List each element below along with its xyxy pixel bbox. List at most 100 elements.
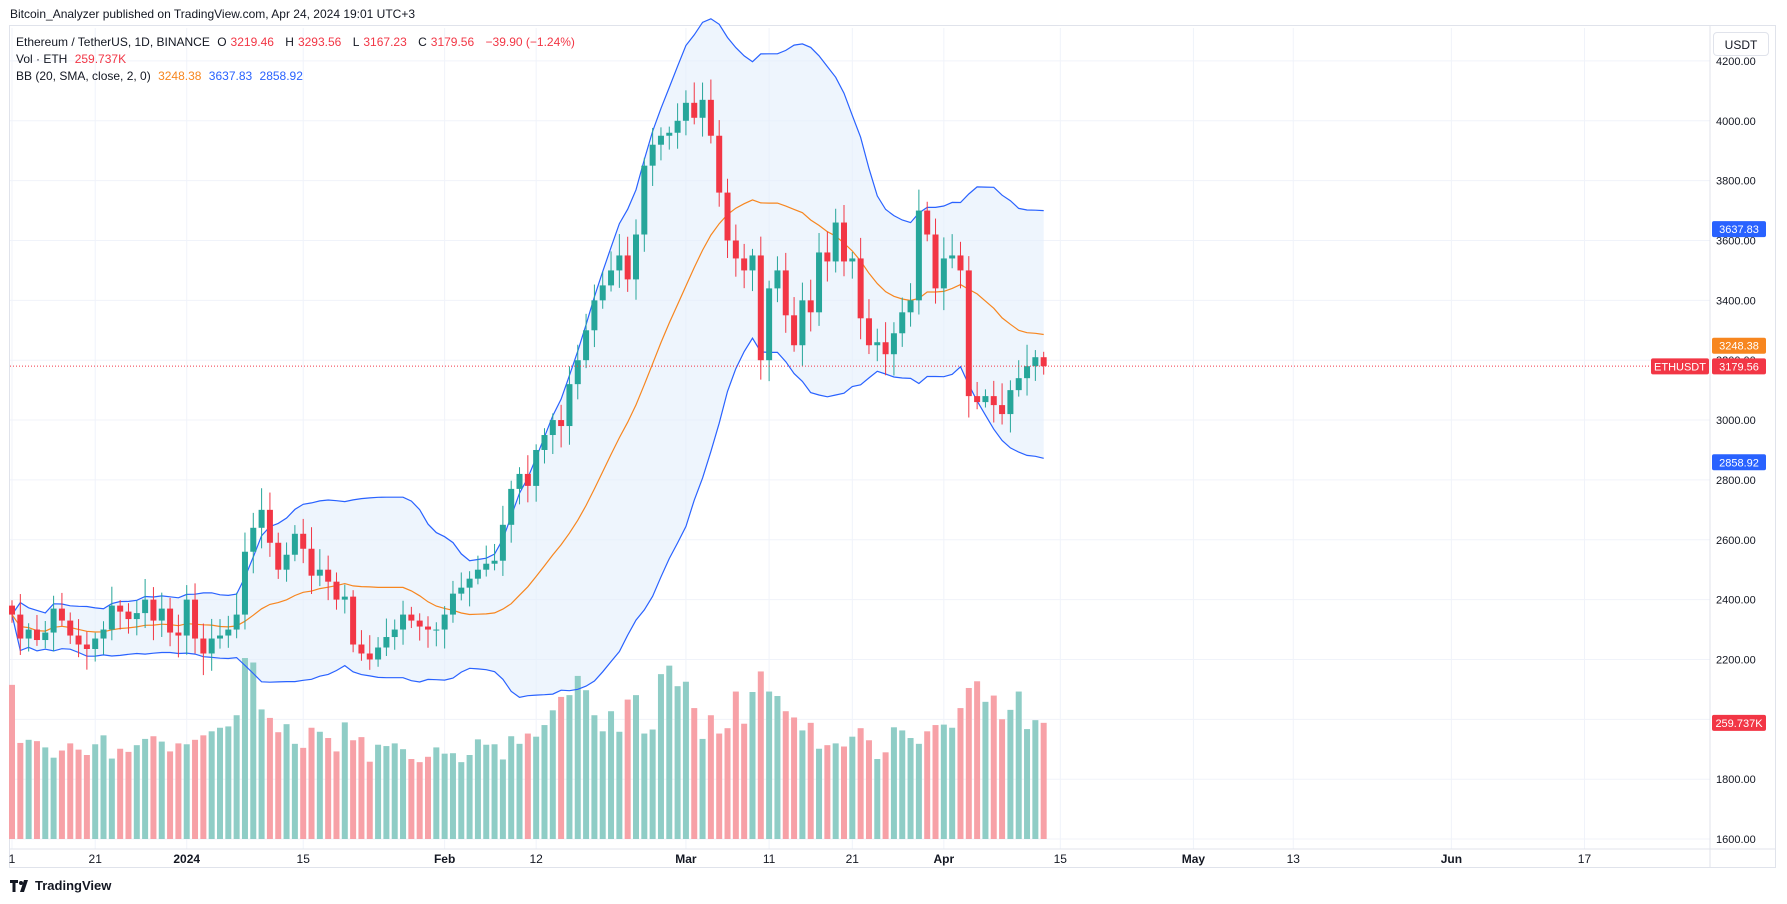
volume-bar [566, 695, 573, 839]
volume-bar [757, 671, 764, 839]
volume-bar [915, 743, 922, 839]
chart-legend: Ethereum / TetherUS, 1D, BINANCE O 3219.4… [16, 34, 579, 85]
candle-body [882, 342, 889, 355]
volume-bar [599, 731, 606, 839]
volume-bar [874, 759, 881, 839]
candle-body [999, 405, 1006, 415]
volume-bar [266, 717, 273, 839]
volume-bar [92, 744, 99, 839]
candle-body [225, 629, 232, 636]
volume-bar [940, 724, 947, 839]
candle-body [183, 599, 190, 636]
price-tick-label: 1800.00 [1716, 774, 1756, 786]
price-label-text: 3637.83 [1719, 224, 1759, 236]
volume-bar [791, 717, 798, 839]
candle-body [782, 270, 789, 316]
volume-bar [241, 658, 248, 839]
candle-body [516, 473, 523, 489]
candle-body [824, 252, 831, 262]
volume-bar [158, 741, 165, 839]
volume-bar [832, 743, 839, 839]
volume-bar [849, 736, 856, 839]
candle-body [599, 285, 606, 301]
volume-bar [624, 699, 631, 839]
candle-body [125, 611, 132, 620]
time-tick-label: Feb [434, 852, 455, 866]
candle-body [325, 569, 332, 582]
legend-vol-label[interactable]: Vol · ETH [16, 52, 68, 66]
volume-bar [250, 662, 257, 839]
legend-bb-upper: 3637.83 [208, 69, 253, 83]
legend-symbol[interactable]: Ethereum / TetherUS, 1D, BINANCE [16, 35, 210, 49]
candle-body [100, 629, 107, 639]
volume-bar [824, 745, 831, 839]
volume-bar [50, 757, 57, 839]
volume-bar [633, 695, 639, 839]
candle-body [624, 255, 631, 280]
price-label-box [1712, 221, 1766, 238]
volume-bar [932, 725, 939, 839]
time-tick-label: 17 [1578, 852, 1592, 866]
legend-bb-label[interactable]: BB (20, SMA, close, 2, 0) [16, 69, 151, 83]
volume-bar [491, 744, 498, 839]
volume-bar [799, 730, 806, 839]
volume-bar [391, 743, 398, 839]
price-label-box [1712, 454, 1766, 471]
time-tick-label: 15 [1054, 852, 1068, 866]
candle-body [483, 563, 490, 570]
candle-body [491, 560, 498, 564]
candle-body [250, 527, 257, 552]
legend-bb-lower: 2858.92 [259, 69, 303, 83]
price-tick-label: 3400.00 [1716, 295, 1756, 307]
volume-bar [1032, 720, 1039, 839]
candle-body [649, 144, 656, 166]
volume-bar [541, 725, 548, 839]
volume-bar [483, 744, 490, 839]
volume-bar [641, 733, 648, 839]
candle-body [558, 420, 565, 427]
volume-bar [949, 727, 956, 839]
candle-body [433, 629, 440, 631]
volume-bar [732, 691, 739, 839]
candle-body [9, 605, 15, 615]
candle-body [674, 120, 681, 133]
price-label-box [1712, 337, 1766, 354]
volume-bar [1040, 722, 1047, 839]
volume-bar [666, 665, 673, 839]
legend-low: 3167.23 [363, 35, 407, 49]
candle-body [774, 270, 781, 289]
candle-body [707, 99, 714, 136]
price-tick-label: 2200.00 [1716, 654, 1756, 666]
volume-bar [291, 743, 298, 839]
volume-bar [17, 742, 24, 839]
bollinger-lower-line [11, 337, 1044, 698]
candle-body [291, 533, 298, 555]
volume-bar [416, 762, 423, 839]
candle-body [1024, 366, 1031, 379]
candle-body [383, 637, 390, 648]
volume-bar [192, 739, 199, 839]
legend-high: 3293.56 [297, 35, 342, 49]
candle-body [350, 596, 357, 645]
volume-bar [400, 749, 407, 839]
legend-bb-row: BB (20, SMA, close, 2, 0) 3248.38 3637.8… [16, 68, 579, 85]
published-header: Bitcoin_Analyzer published on TradingVie… [10, 7, 416, 21]
volume-bar [325, 738, 332, 839]
candle-body [990, 396, 997, 406]
candle-body [849, 258, 856, 262]
volume-bar [258, 709, 265, 839]
candle-body [474, 569, 481, 579]
candle-body [791, 315, 798, 346]
volume-bar [1024, 729, 1031, 839]
candle-body [890, 333, 897, 355]
volume-bar [816, 748, 823, 839]
symbol-tag-text: ETHUSDT [1654, 361, 1706, 373]
candle-body [150, 599, 157, 621]
volume-bar [649, 729, 656, 839]
volume-bar [100, 735, 107, 839]
volume-bar [375, 744, 382, 839]
currency-button[interactable]: USDT [1713, 32, 1769, 56]
volume-bar [774, 696, 781, 839]
volume-label-box [1712, 714, 1766, 731]
